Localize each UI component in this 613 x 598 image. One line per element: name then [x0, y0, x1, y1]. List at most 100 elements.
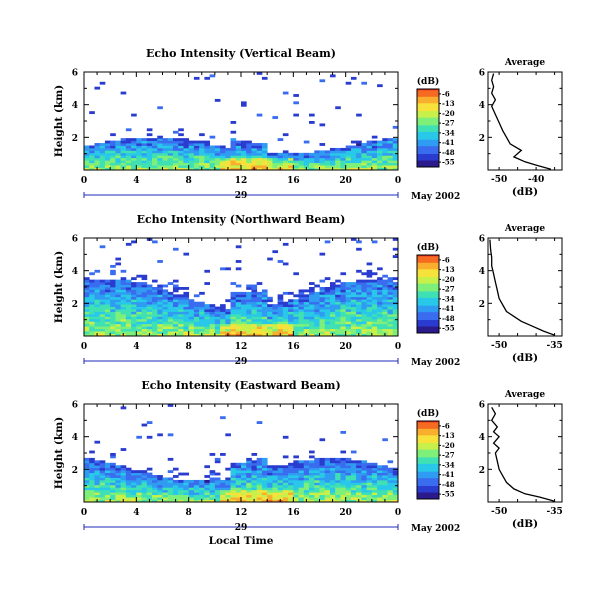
- heatmap-cell: [152, 318, 158, 322]
- heatmap-cell: [89, 323, 95, 327]
- heatmap-cell: [167, 433, 174, 437]
- heatmap-cell: [371, 331, 378, 334]
- heatmap-cell: [84, 284, 90, 288]
- heatmap-cell: [251, 318, 258, 322]
- heatmap-cell: [99, 299, 106, 303]
- heatmap-cell: [209, 304, 216, 307]
- heatmap-cell: [277, 309, 284, 312]
- heatmap-cell: [350, 152, 357, 156]
- colorbar-cell: [417, 297, 439, 300]
- heatmap-cell: [288, 331, 294, 334]
- heatmap-cell: [382, 477, 388, 481]
- heatmap-cell: [366, 316, 373, 320]
- heatmap-cell: [157, 299, 163, 303]
- heatmap-cell: [230, 462, 237, 466]
- heatmap-cell: [84, 299, 90, 303]
- colorbar-cell: [417, 475, 439, 478]
- heatmap-cell: [230, 157, 237, 161]
- heatmap-cell: [350, 460, 357, 464]
- heatmap-cell: [89, 331, 95, 334]
- heatmap-cell: [125, 287, 132, 290]
- heatmap-cell: [104, 309, 111, 312]
- heatmap-cell: [319, 309, 326, 312]
- colorbar-cell: [417, 116, 439, 118]
- heatmap-cell: [146, 289, 153, 293]
- heatmap-cell: [220, 165, 226, 168]
- heatmap-cell: [366, 333, 373, 337]
- heatmap-cell: [392, 277, 399, 281]
- heatmap-cell: [377, 482, 383, 486]
- heatmap-cell: [366, 145, 373, 149]
- heatmap-cell: [366, 467, 373, 471]
- heatmap-cell: [267, 487, 273, 491]
- heatmap-cell: [335, 162, 341, 166]
- heatmap-cell: [298, 313, 305, 317]
- heatmap-cell: [261, 321, 268, 325]
- colorbar-cell: [417, 155, 439, 157]
- heatmap-cell: [366, 475, 373, 478]
- heatmap-cell: [193, 165, 200, 168]
- heatmap-cell: [110, 143, 116, 146]
- heatmap-cell: [115, 316, 122, 320]
- colorbar-cell: [417, 125, 439, 128]
- heatmap-cell: [329, 152, 336, 156]
- heatmap-cell: [329, 482, 336, 486]
- heatmap-cell: [204, 316, 210, 320]
- heatmap-cell: [246, 294, 252, 298]
- heatmap-cell: [293, 311, 299, 315]
- heatmap-cell: [246, 457, 252, 461]
- heatmap-cell: [340, 450, 347, 454]
- heatmap-cell: [193, 145, 200, 149]
- heatmap-cell: [89, 497, 95, 500]
- heatmap-cell: [220, 482, 226, 486]
- heatmap-cell: [293, 155, 299, 159]
- heatmap-cell: [94, 484, 101, 488]
- heatmap-cell: [329, 150, 336, 154]
- heatmap-cell: [188, 299, 195, 303]
- month-label: May 2002: [411, 358, 460, 368]
- heatmap-cell: [141, 333, 148, 337]
- heatmap-cell: [204, 76, 210, 80]
- heatmap-cell: [282, 155, 289, 159]
- heatmap-cell: [340, 492, 347, 496]
- heatmap-cell: [162, 138, 169, 141]
- heatmap-cell: [172, 165, 179, 168]
- heatmap-cell: [288, 489, 294, 493]
- heatmap-cell: [209, 499, 216, 503]
- colorbar-cell: [417, 304, 439, 307]
- heatmap-cell: [172, 294, 179, 298]
- heatmap-cell: [94, 487, 101, 491]
- heatmap-cell: [340, 301, 347, 305]
- colorbar-cell: [417, 283, 439, 286]
- heatmap-cell: [146, 128, 153, 132]
- heatmap-cell: [329, 477, 336, 481]
- heatmap-cell: [120, 147, 127, 151]
- heatmap-cell: [272, 152, 279, 156]
- heatmap-cell: [152, 326, 158, 330]
- heatmap-cell: [288, 479, 294, 483]
- heatmap-cell: [377, 299, 383, 303]
- profile-x-tick-label: -40: [528, 175, 544, 185]
- colorbar-cell: [417, 115, 439, 117]
- heatmap-cell: [141, 482, 148, 486]
- heatmap-cell: [392, 470, 399, 473]
- heatmap-cell: [272, 313, 279, 317]
- heatmap-cell: [319, 326, 326, 330]
- heatmap-cell: [141, 326, 148, 330]
- heatmap-cell: [366, 331, 373, 334]
- heatmap-cell: [110, 152, 116, 156]
- heatmap-cell: [371, 472, 378, 476]
- heatmap-cell: [241, 499, 247, 503]
- heatmap-cell: [361, 477, 367, 481]
- heatmap-cell: [241, 147, 247, 151]
- heatmap-cell: [199, 160, 205, 164]
- heatmap-cell: [356, 470, 362, 473]
- heatmap-cell: [246, 487, 252, 491]
- heatmap-cell: [324, 157, 331, 161]
- heatmap-cell: [350, 309, 357, 312]
- heatmap-cell: [382, 309, 388, 312]
- heatmap-cell: [136, 313, 142, 317]
- heatmap-cell: [183, 311, 190, 315]
- heatmap-cell: [146, 492, 153, 496]
- heatmap-cell: [350, 331, 357, 334]
